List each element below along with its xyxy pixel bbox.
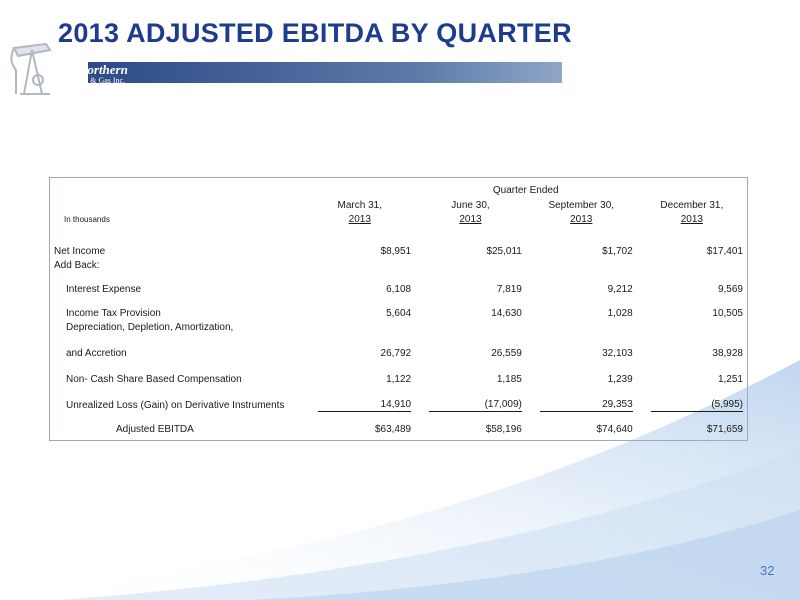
table-row: Interest Expense 6,108 7,819 9,212 9,569 bbox=[50, 282, 748, 296]
row-label: and Accretion bbox=[66, 347, 127, 359]
col-header-line1: September 30, bbox=[548, 199, 615, 211]
col-header-line1: March 31, bbox=[337, 199, 382, 211]
row-label: Depreciation, Depletion, Amortization, bbox=[66, 321, 234, 333]
row-label: Non- Cash Share Based Compensation bbox=[66, 373, 242, 385]
row-label: Income Tax Provision bbox=[66, 307, 161, 319]
cell-value: $8,951 bbox=[380, 245, 412, 257]
column-header-row-1: March 31, June 30, September 30, Decembe… bbox=[50, 198, 748, 212]
table-group-header-row: Quarter Ended bbox=[50, 178, 748, 199]
cell-value: 14,630 bbox=[491, 307, 522, 319]
col-header-line1: June 30, bbox=[451, 199, 490, 211]
table-row: Income Tax Provision 5,604 14,630 1,028 … bbox=[50, 306, 748, 320]
cell-value: (17,009) bbox=[429, 399, 522, 412]
cell-value: $17,401 bbox=[706, 245, 743, 257]
cell-value: 1,185 bbox=[496, 373, 522, 385]
cell-value: $25,011 bbox=[486, 245, 522, 257]
cell-value: $63,489 bbox=[374, 423, 412, 435]
table-row: Depreciation, Depletion, Amortization, bbox=[50, 320, 748, 334]
col-header-line2: 2013 bbox=[570, 213, 593, 225]
cell-value: 1,122 bbox=[386, 373, 412, 385]
cell-value: 10,505 bbox=[712, 307, 743, 319]
slide-title: 2013 ADJUSTED EBITDA BY QUARTER bbox=[58, 18, 572, 48]
col-header-line2: 2013 bbox=[680, 213, 703, 225]
cell-value: 1,251 bbox=[717, 373, 743, 385]
table-row-total: Adjusted EBITDA $63,489 $58,196 $74,640 … bbox=[50, 422, 748, 436]
page-number: 32 bbox=[760, 563, 775, 578]
row-label: Add Back: bbox=[54, 259, 100, 271]
column-header-row-2: In thousands 2013 2013 2013 2013 bbox=[50, 212, 748, 226]
cell-value: 5,604 bbox=[386, 307, 412, 319]
table-row: Unrealized Loss (Gain) on Derivative Ins… bbox=[50, 398, 748, 412]
logo-subtitle: Oil & Gas Inc. bbox=[78, 76, 126, 85]
quarter-ended-header: Quarter Ended bbox=[492, 184, 559, 196]
logo-text: Northern Oil & Gas Inc. bbox=[78, 63, 128, 85]
cell-value: $58,196 bbox=[485, 423, 522, 435]
row-label: Adjusted EBITDA bbox=[116, 423, 194, 435]
table-row: and Accretion 26,792 26,559 32,103 38,92… bbox=[50, 346, 748, 360]
cell-value: 9,569 bbox=[717, 283, 743, 295]
cell-value: 1,028 bbox=[607, 307, 633, 319]
cell-value: 32,103 bbox=[602, 347, 633, 359]
header-band bbox=[88, 62, 562, 83]
cell-value: 6,108 bbox=[386, 283, 412, 295]
pumpjack-logo-icon bbox=[10, 42, 52, 95]
cell-value: 1,239 bbox=[607, 373, 633, 385]
cell-value: 29,353 bbox=[539, 399, 633, 412]
cell-value: 9,212 bbox=[607, 283, 633, 295]
cell-value: 26,792 bbox=[380, 347, 412, 359]
col-header-line2: 2013 bbox=[348, 213, 371, 225]
ebitda-table: Quarter Ended March 31, June 30, Septemb… bbox=[49, 177, 748, 441]
row-label: Unrealized Loss (Gain) on Derivative Ins… bbox=[66, 399, 285, 411]
table-row: Add Back: bbox=[50, 258, 748, 272]
col-header-line1: December 31, bbox=[660, 199, 724, 211]
table-row: Non- Cash Share Based Compensation 1,122… bbox=[50, 372, 748, 386]
cell-value: $74,640 bbox=[596, 423, 633, 435]
row-label: Net Income bbox=[54, 245, 106, 257]
cell-value: 14,910 bbox=[318, 399, 412, 412]
row-label: Interest Expense bbox=[66, 283, 142, 295]
table-row: Net Income $8,951 $25,011 $1,702 $17,401 bbox=[50, 244, 748, 258]
units-label: In thousands bbox=[64, 214, 110, 224]
cell-value: 38,928 bbox=[712, 347, 743, 359]
logo-name: Northern bbox=[78, 62, 128, 77]
cell-value: 7,819 bbox=[496, 283, 522, 295]
cell-value: (5,995) bbox=[650, 399, 743, 412]
cell-value: $1,702 bbox=[602, 245, 633, 257]
col-header-line2: 2013 bbox=[459, 213, 482, 225]
cell-value: $71,659 bbox=[706, 423, 743, 435]
cell-value: 26,559 bbox=[491, 347, 522, 359]
